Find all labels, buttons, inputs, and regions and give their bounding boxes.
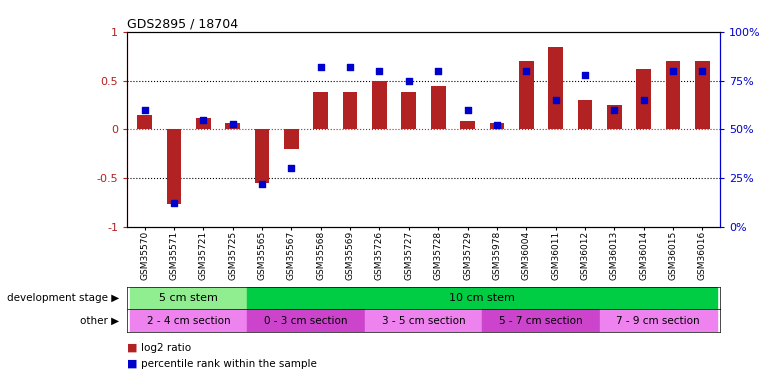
Bar: [519, 61, 534, 129]
Text: GDS2895 / 18704: GDS2895 / 18704: [127, 18, 238, 31]
Point: [197, 117, 209, 123]
Bar: [460, 121, 475, 129]
Bar: [665, 61, 681, 129]
Bar: [372, 81, 387, 129]
Point: [461, 107, 474, 113]
Bar: [401, 92, 416, 129]
Bar: [548, 46, 563, 129]
Text: 10 cm stem: 10 cm stem: [449, 293, 515, 303]
Text: 3 - 5 cm section: 3 - 5 cm section: [382, 316, 465, 326]
Point: [373, 68, 386, 74]
Bar: [255, 129, 270, 183]
Text: 0 - 3 cm section: 0 - 3 cm section: [264, 316, 348, 326]
Bar: [130, 287, 247, 309]
Point: [638, 97, 650, 103]
Bar: [247, 287, 717, 309]
Bar: [137, 115, 152, 129]
Point: [608, 107, 621, 113]
Point: [490, 123, 503, 129]
Text: log2 ratio: log2 ratio: [141, 343, 191, 353]
Point: [403, 78, 415, 84]
Bar: [343, 92, 357, 129]
Bar: [695, 61, 710, 129]
Text: other ▶: other ▶: [80, 316, 119, 326]
Bar: [196, 118, 211, 129]
Point: [256, 181, 268, 187]
Point: [550, 97, 562, 103]
Text: ■: ■: [127, 359, 138, 369]
Text: 2 - 4 cm section: 2 - 4 cm section: [147, 316, 230, 326]
Point: [579, 72, 591, 78]
Text: 5 - 7 cm section: 5 - 7 cm section: [499, 316, 583, 326]
Point: [285, 165, 297, 171]
Point: [696, 68, 708, 74]
Bar: [490, 123, 504, 129]
Point: [344, 64, 357, 70]
Bar: [284, 129, 299, 149]
Point: [432, 68, 444, 74]
Bar: [365, 309, 482, 332]
Bar: [636, 69, 651, 129]
Text: 7 - 9 cm section: 7 - 9 cm section: [617, 316, 700, 326]
Point: [226, 120, 239, 126]
Bar: [313, 92, 328, 129]
Bar: [607, 105, 621, 129]
Point: [520, 68, 532, 74]
Text: ■: ■: [127, 343, 138, 353]
Bar: [578, 100, 592, 129]
Bar: [226, 123, 240, 129]
Point: [168, 201, 180, 207]
Bar: [166, 129, 182, 204]
Bar: [130, 309, 247, 332]
Point: [139, 107, 151, 113]
Point: [315, 64, 327, 70]
Point: [667, 68, 679, 74]
Bar: [482, 309, 600, 332]
Text: development stage ▶: development stage ▶: [7, 293, 119, 303]
Bar: [247, 309, 365, 332]
Text: 5 cm stem: 5 cm stem: [159, 293, 218, 303]
Bar: [600, 309, 717, 332]
Bar: [431, 86, 446, 129]
Text: percentile rank within the sample: percentile rank within the sample: [141, 359, 316, 369]
